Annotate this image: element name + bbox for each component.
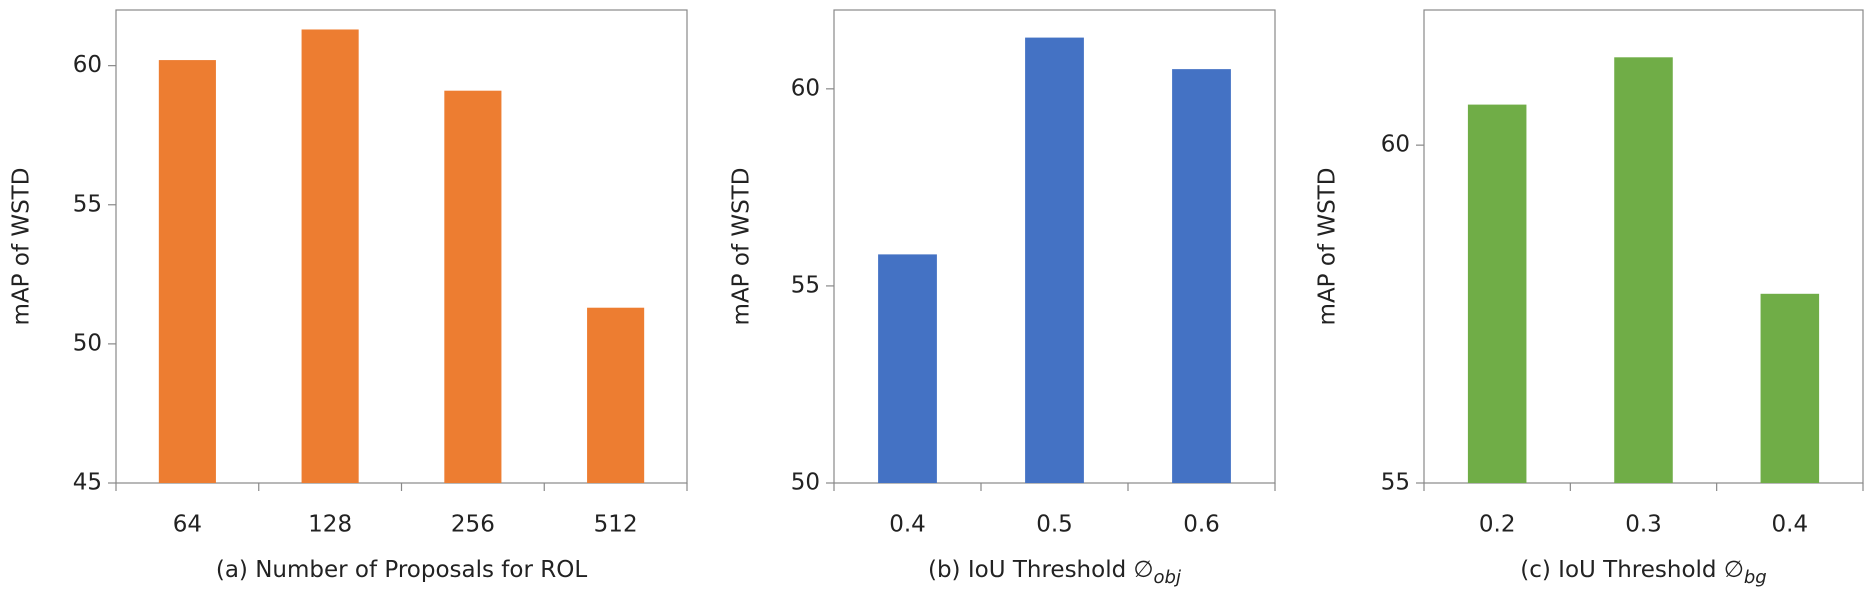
y-tick-label: 50 <box>73 330 102 356</box>
chart-panel: 45 50 55 60 64 128 256 512 (a) Number of Proposa… <box>9 9 688 583</box>
x-axis-label-subscript: bg <box>1744 567 1767 588</box>
x-axis-label: (a) Number of Proposals for ROL <box>216 557 587 583</box>
x-axis-label: (c) IoU Threshold ∅bg <box>1520 557 1766 589</box>
y-tick-label: 55 <box>73 191 102 217</box>
x-axis-label-text: (c) IoU Threshold ∅ <box>1520 557 1744 583</box>
y-tick-label: 60 <box>1381 132 1410 158</box>
y-tick-label: 60 <box>73 52 102 78</box>
x-tick-label: 0.3 <box>1625 512 1662 538</box>
bar <box>878 254 937 483</box>
bar <box>301 29 359 483</box>
x-axis-label-subscript: obj <box>1154 567 1181 588</box>
x-axis-label: (b) IoU Threshold ∅obj <box>928 557 1181 589</box>
x-tick-label: 0.5 <box>1036 512 1073 538</box>
x-tick-label: 64 <box>173 512 202 538</box>
x-tick-label: 512 <box>594 512 638 538</box>
x-axis-label-text: (a) Number of Proposals for ROL <box>216 557 587 583</box>
y-axis-label: mAP of WSTD <box>729 168 755 326</box>
x-tick-label: 128 <box>308 512 352 538</box>
y-tick-label: 50 <box>791 470 820 496</box>
y-axis-label: mAP of WSTD <box>1315 168 1341 326</box>
y-tick-label: 45 <box>73 470 102 496</box>
y-axis-label: mAP of WSTD <box>9 168 35 326</box>
bar <box>444 90 502 483</box>
bar <box>1025 37 1084 483</box>
bar <box>1614 57 1673 484</box>
x-axis-label-text: (b) IoU Threshold ∅ <box>928 557 1154 583</box>
bar <box>587 307 645 483</box>
x-tick-label: 0.6 <box>1183 512 1220 538</box>
bar <box>1172 69 1231 483</box>
x-tick-label: 256 <box>451 512 495 538</box>
bar <box>1760 293 1820 483</box>
y-tick-label: 55 <box>1381 470 1410 496</box>
x-tick-label: 0.4 <box>1772 512 1809 538</box>
bar <box>158 60 216 484</box>
x-tick-label: 0.4 <box>889 512 926 538</box>
x-tick-label: 0.2 <box>1479 512 1516 538</box>
y-tick-label: 60 <box>791 75 820 101</box>
bar <box>1467 104 1527 483</box>
y-tick-label: 55 <box>791 272 820 298</box>
